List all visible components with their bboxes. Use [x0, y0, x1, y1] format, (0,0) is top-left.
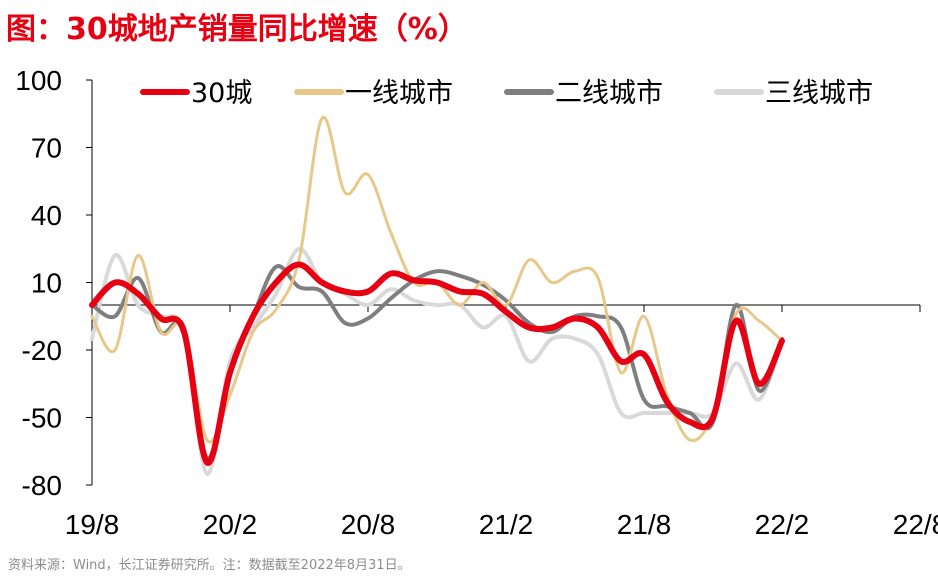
legend: 30城 一线城市 二线城市 三线城市: [140, 78, 873, 109]
x-tick-label: 21/2: [479, 509, 534, 540]
y-axis: 100 70 40 10 -20 -50 -80: [15, 65, 93, 501]
y-tick-label: 40: [31, 200, 62, 231]
series-lines: [89, 115, 785, 476]
legend-label: 一线城市: [345, 78, 453, 109]
x-tick-label: 20/8: [341, 509, 396, 540]
x-tick-label: 22/8: [893, 509, 938, 540]
source-note: 资料来源：Wind，长江证券研究所。注：数据截至2022年8月31日。: [8, 558, 411, 573]
x-tick-label: 19/8: [65, 509, 120, 540]
y-tick-label: -50: [22, 403, 62, 434]
legend-label: 30城: [191, 78, 252, 109]
y-tick-label: -20: [22, 335, 62, 366]
y-tick-label: 10: [31, 268, 62, 299]
legend-label: 二线城市: [555, 78, 663, 109]
y-tick-label: 70: [31, 133, 62, 164]
y-tick-label: 100: [15, 65, 62, 96]
chart-title: 图：30城地产销量同比增速（%）: [6, 12, 468, 47]
x-tick-label: 20/2: [203, 509, 258, 540]
series-line-1: [89, 261, 785, 466]
x-axis: 19/8 20/2 20/8 21/2 21/8 22/2 22/8: [65, 304, 938, 540]
x-tick-label: 22/2: [755, 509, 810, 540]
legend-label: 三线城市: [765, 78, 873, 109]
y-tick-label: -80: [22, 470, 62, 501]
x-tick-label: 21/8: [617, 509, 672, 540]
series-line-3: [90, 264, 784, 461]
